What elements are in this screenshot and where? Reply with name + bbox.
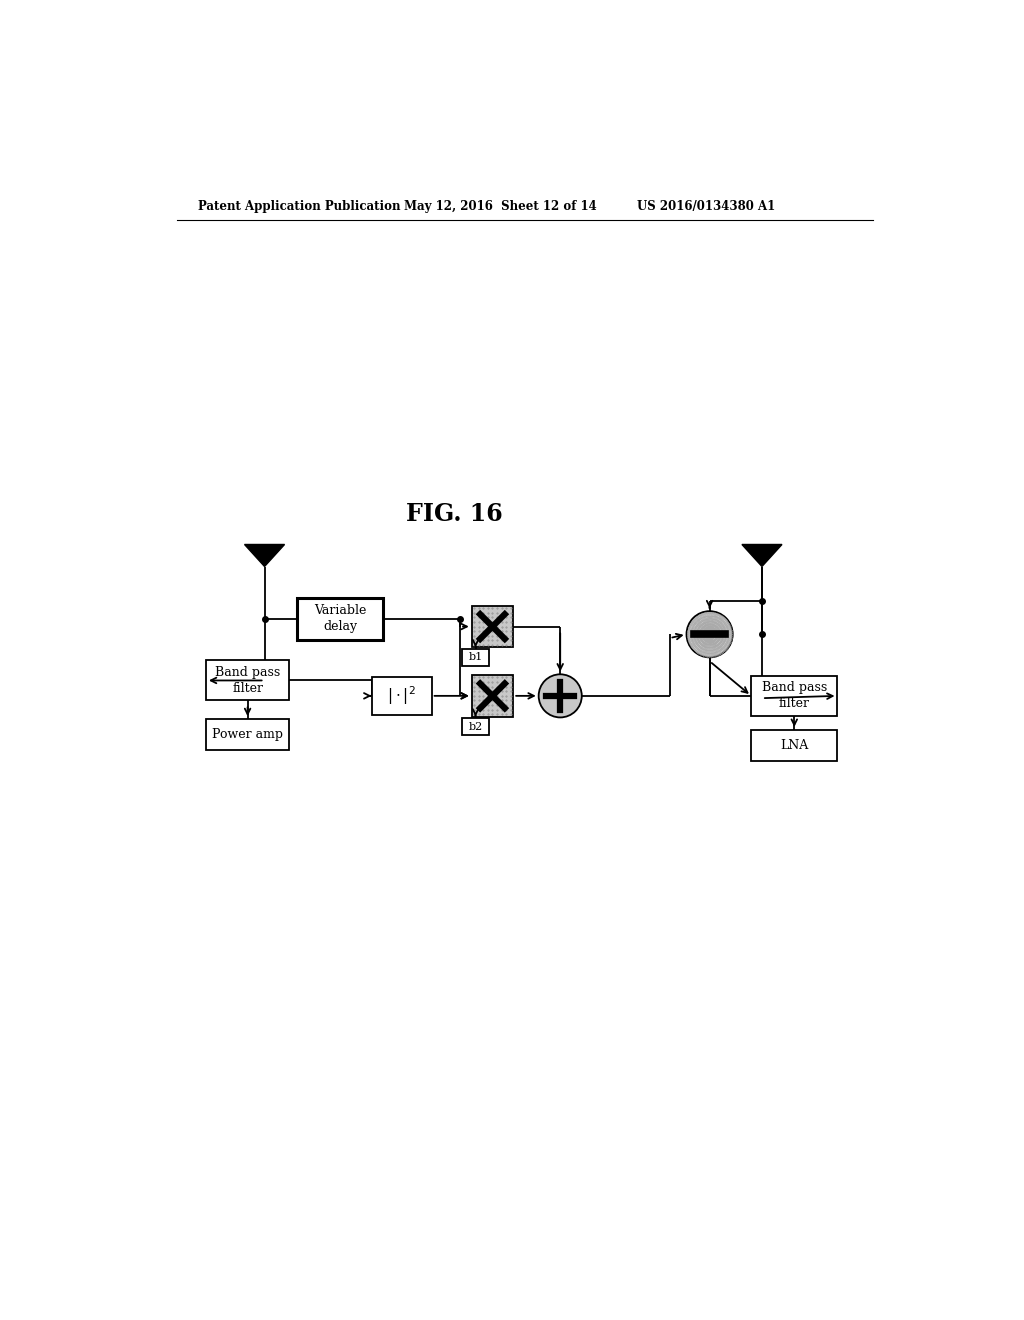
Bar — [463, 649, 488, 665]
Bar — [752, 676, 838, 715]
Bar — [463, 718, 488, 735]
Text: $|\cdot|^{2}$: $|\cdot|^{2}$ — [387, 685, 416, 708]
Text: FIG. 16: FIG. 16 — [406, 502, 503, 527]
Polygon shape — [245, 544, 285, 566]
Bar — [206, 719, 289, 750]
Text: Patent Application Publication: Patent Application Publication — [199, 199, 400, 213]
Text: May 12, 2016  Sheet 12 of 14: May 12, 2016 Sheet 12 of 14 — [403, 199, 597, 213]
Text: Band pass
filter: Band pass filter — [215, 667, 281, 694]
Bar — [472, 675, 513, 717]
Text: Power amp: Power amp — [212, 727, 283, 741]
Bar — [752, 730, 838, 760]
Polygon shape — [742, 544, 782, 566]
Text: b2: b2 — [468, 722, 482, 731]
Text: US 2016/0134380 A1: US 2016/0134380 A1 — [637, 199, 775, 213]
Bar — [297, 598, 383, 640]
Text: b1: b1 — [468, 652, 482, 663]
Text: Band pass
filter: Band pass filter — [762, 681, 827, 710]
Bar — [472, 606, 513, 647]
Text: LNA: LNA — [780, 739, 808, 751]
Circle shape — [686, 611, 733, 657]
Bar — [372, 677, 432, 715]
Text: Variable
delay: Variable delay — [313, 605, 367, 634]
Bar — [206, 660, 289, 701]
Circle shape — [539, 675, 582, 718]
